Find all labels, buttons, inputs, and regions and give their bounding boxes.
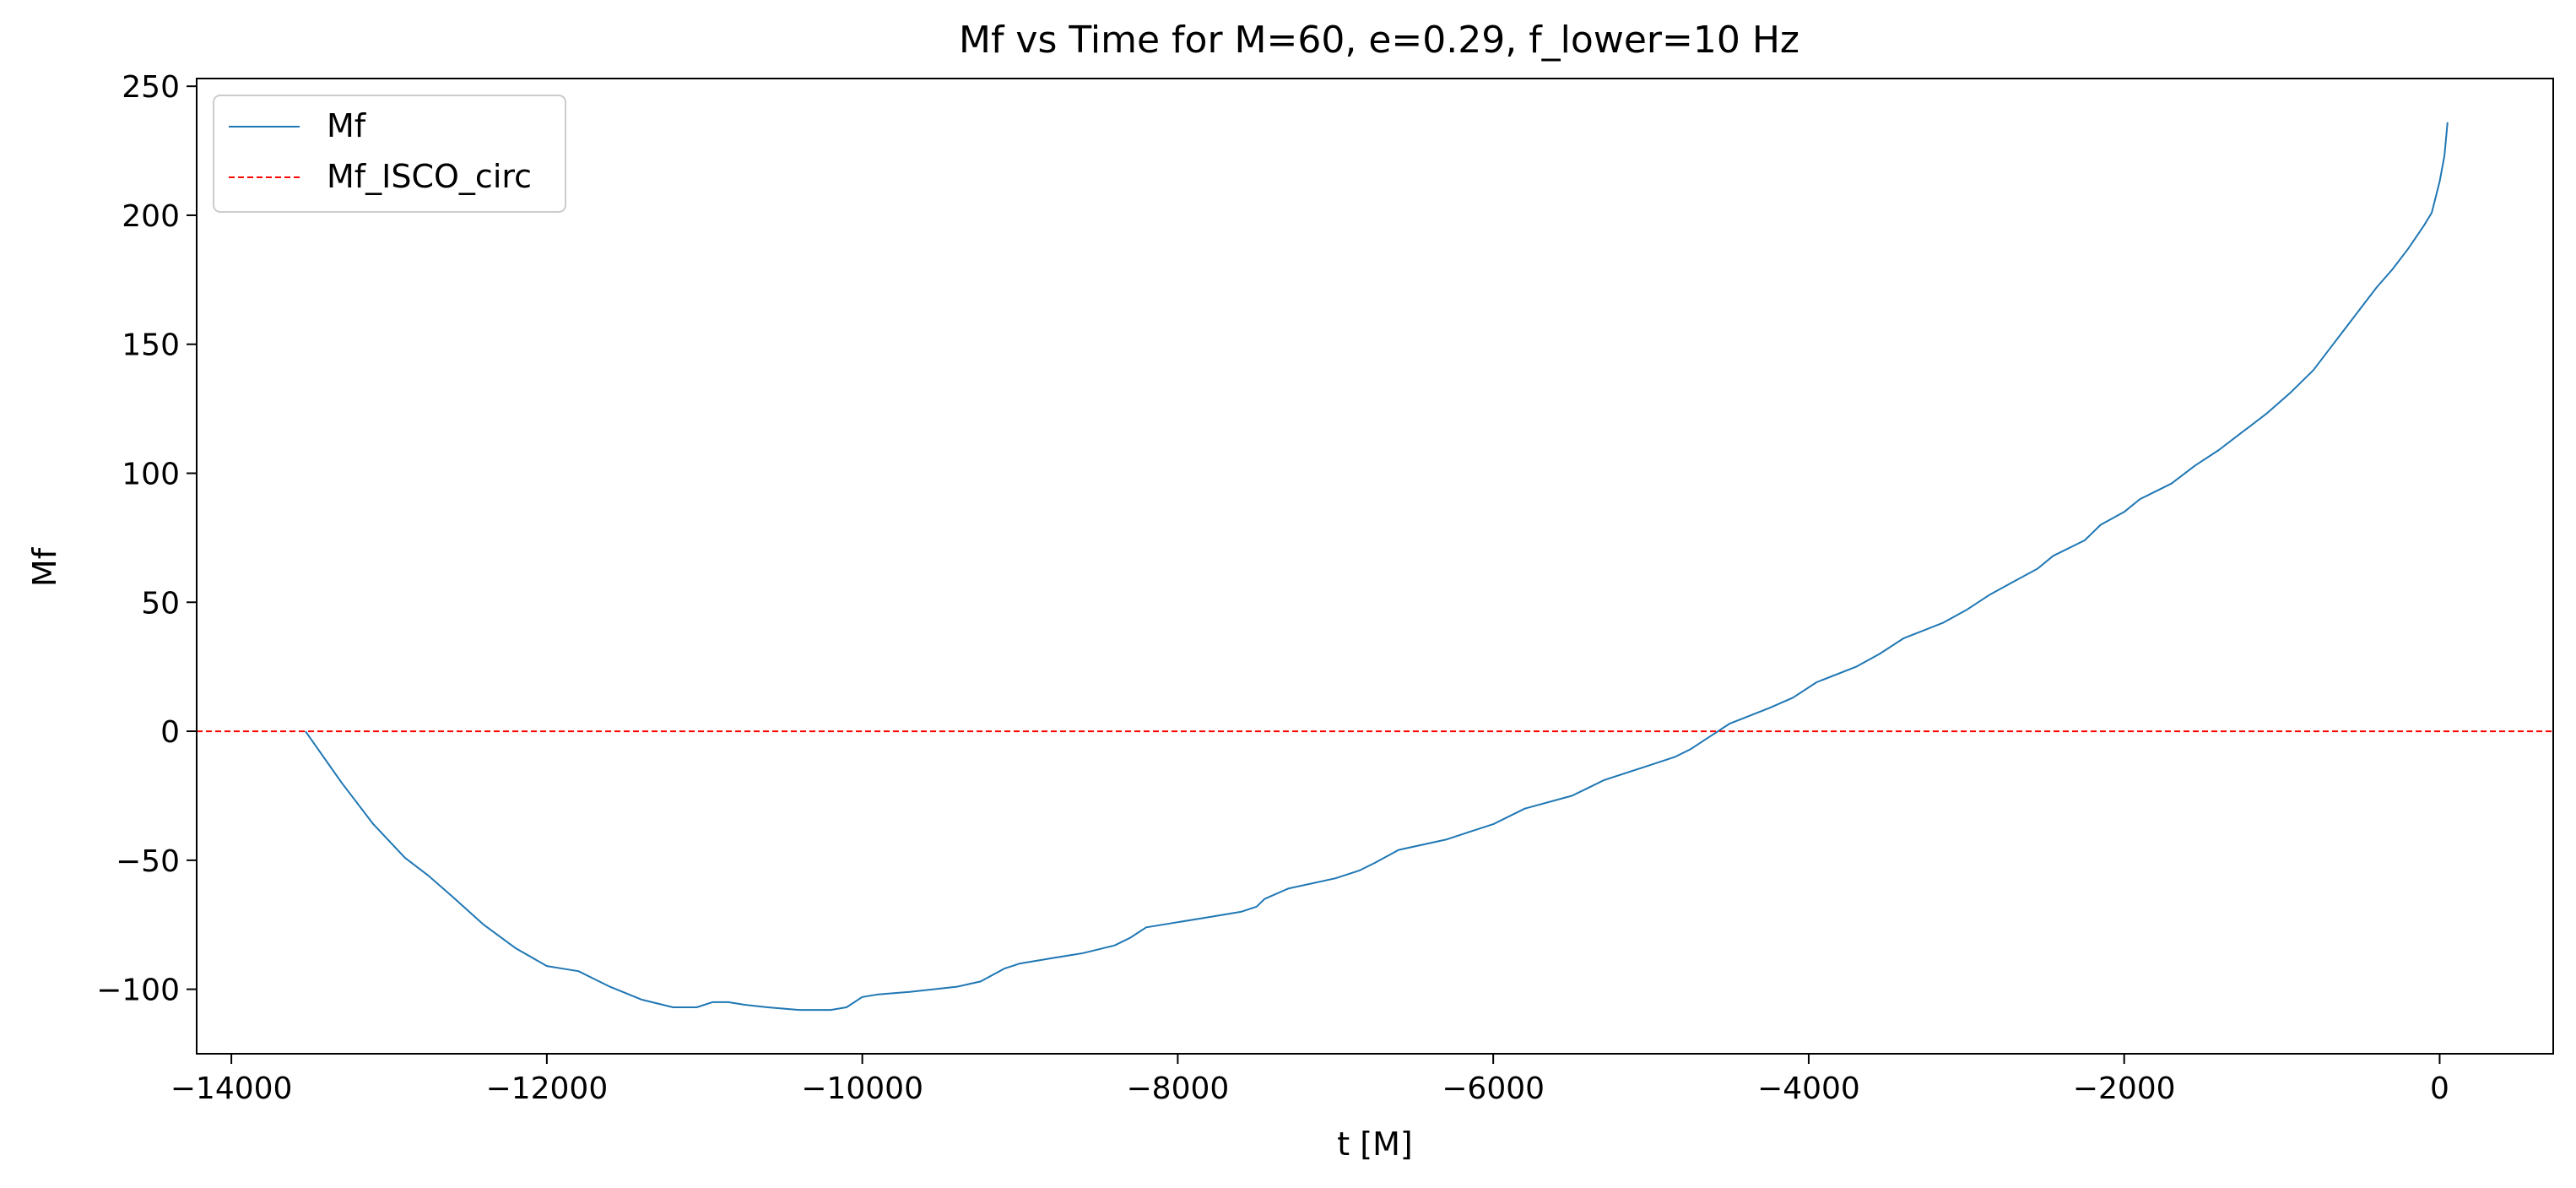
legend-box [213,95,566,213]
x-axis: −14000 −12000 −10000 −8000 −6000 −4000 −2000 0 [170,1054,2449,1106]
y-tick-label: 50 [141,586,180,621]
y-axis-label: Mf [26,546,63,587]
data-layer [197,122,2553,1012]
plot-area [196,78,2554,1055]
axes-frame [196,78,2554,1055]
x-tick-label: 0 [2430,1071,2449,1106]
x-tick-label: −10000 [801,1071,923,1106]
x-tick-label: −6000 [1442,1071,1545,1106]
legend: Mf Mf_ISCO_circ [213,95,566,213]
y-tick-label: 250 [122,70,180,105]
series-line-mf [305,122,2449,1012]
legend-label-mf: Mf [327,107,367,144]
y-tick-label: 0 [160,715,180,750]
x-axis-label: t [M] [1337,1126,1412,1163]
y-tick-label: −100 [96,974,180,1008]
x-tick-label: −4000 [1757,1071,1860,1106]
x-tick-label: −14000 [170,1071,293,1106]
chart-title: Mf vs Time for M=60, e=0.29, f_lower=10 … [959,19,1799,62]
y-tick-label: 150 [122,328,180,363]
y-tick-label: 100 [122,458,180,492]
y-tick-label: 200 [122,199,180,234]
y-axis: −100 −50 0 50 100 150 200 250 [96,70,197,1008]
x-tick-label: −12000 [486,1071,609,1106]
y-tick-label: −50 [116,844,180,879]
legend-label-mf-isco-circ: Mf_ISCO_circ [327,158,532,195]
x-tick-label: −8000 [1127,1071,1230,1106]
x-tick-label: −2000 [2073,1071,2176,1106]
